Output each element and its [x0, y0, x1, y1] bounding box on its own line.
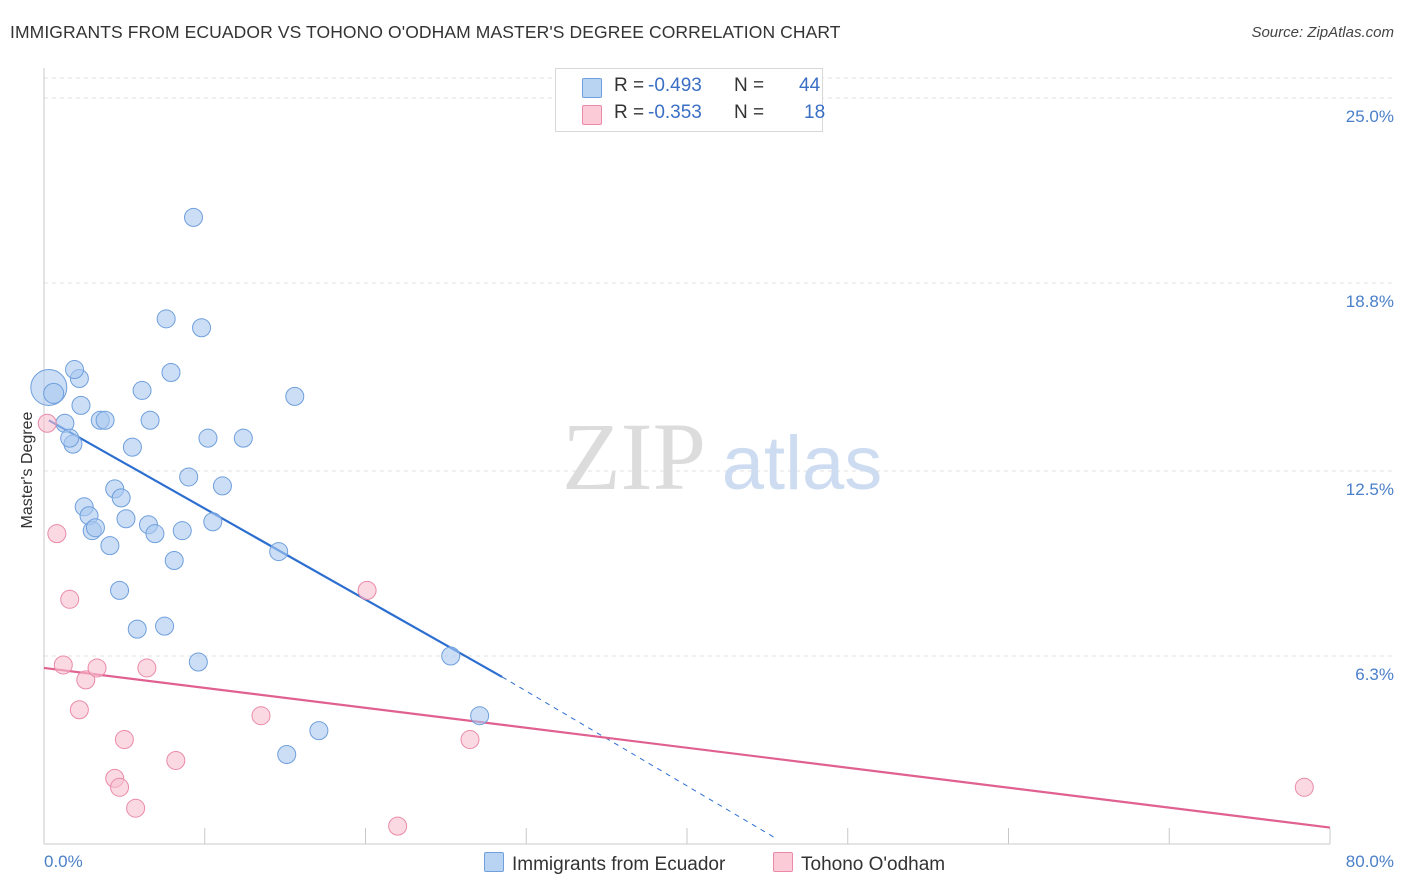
legend-n-value-tohono: 18 [804, 102, 826, 123]
data-point-s0-23 [140, 410, 160, 430]
data-point-s0-6 [71, 395, 91, 415]
data-point-s0-24 [145, 524, 165, 544]
data-point-s1-10 [126, 798, 146, 818]
data-point-s0-17 [116, 509, 136, 529]
data-point-s0-5 [60, 428, 80, 448]
data-point-s0-43 [470, 706, 490, 726]
data-point-s0-26 [156, 309, 176, 329]
data-point-s0-39 [285, 386, 305, 406]
data-point-s0-29 [172, 521, 192, 541]
data-point-s0-36 [212, 476, 232, 496]
legend-swatch-ecuador [582, 78, 602, 98]
data-point-s0-40 [277, 744, 297, 764]
data-point-s1-12 [166, 750, 186, 770]
axis-layer [43, 68, 1331, 845]
series-name-tohono: Tohono O'odham [801, 854, 946, 875]
data-point-s0-14 [100, 536, 120, 556]
data-point-s0-38 [269, 542, 289, 562]
data-point-s1-7 [114, 730, 134, 750]
data-point-s0-18 [110, 580, 130, 600]
x-tick-label-max: 80.0% [1345, 852, 1394, 871]
legend-r-value-tohono: -0.353 [648, 102, 702, 123]
series-swatch-tohono [773, 852, 793, 872]
data-point-s0-11 [85, 518, 105, 538]
data-point-s1-2 [53, 655, 73, 675]
data-point-s0-7 [65, 360, 85, 380]
legend-n-label: N = [734, 102, 765, 123]
data-point-s0-25 [155, 616, 175, 636]
data-point-s0-19 [122, 437, 142, 457]
data-point-s0-13 [95, 410, 115, 430]
data-point-s0-42 [441, 646, 461, 666]
series-name-ecuador: Immigrants from Ecuador [512, 854, 726, 875]
data-point-s1-3 [60, 589, 80, 609]
legend-r-value-ecuador: -0.493 [648, 75, 702, 96]
data-point-s1-6 [87, 658, 107, 678]
data-point-s0-33 [192, 318, 212, 338]
data-point-s1-16 [460, 730, 480, 750]
trend-line-1 [43, 666, 1331, 829]
data-point-s0-1 [43, 382, 65, 404]
watermark-zip: ZIP [562, 403, 706, 510]
y-tick-label-1: 18.8% [1345, 292, 1394, 311]
data-point-s0-32 [188, 652, 208, 672]
y-tick-label-0: 25.0% [1345, 107, 1394, 126]
data-point-s0-37 [233, 428, 253, 448]
data-point-s0-16 [111, 488, 131, 508]
data-point-s1-17 [1294, 777, 1314, 797]
watermark-atlas: atlas [722, 421, 883, 506]
watermark: ZIP atlas [562, 403, 882, 510]
series-swatch-ecuador [484, 852, 504, 872]
data-point-s0-31 [183, 207, 203, 227]
data-point-s1-4 [69, 700, 89, 720]
data-point-s0-35 [203, 512, 223, 532]
grid-layer [44, 77, 1392, 657]
data-point-s0-28 [164, 551, 184, 571]
data-point-s1-14 [357, 580, 377, 600]
data-point-s1-1 [47, 524, 67, 544]
data-point-s0-34 [198, 428, 218, 448]
legend-n-label: N = [734, 75, 765, 96]
y-tick-label-2: 12.5% [1345, 480, 1394, 499]
data-point-s0-20 [127, 619, 147, 639]
data-point-s0-21 [132, 380, 152, 400]
data-point-s1-9 [110, 777, 130, 797]
data-point-s0-30 [179, 467, 199, 487]
data-point-s1-0 [37, 413, 57, 433]
data-point-s1-5 [76, 670, 96, 690]
series-legend-ecuador: Immigrants from Ecuador [484, 852, 725, 876]
data-point-s1-11 [137, 658, 157, 678]
x-tick-label-min: 0.0% [44, 852, 83, 871]
legend-swatch-tohono [582, 105, 602, 125]
chart-source: Source: ZipAtlas.com [1251, 24, 1394, 41]
data-point-s1-15 [388, 816, 408, 836]
y-tick-label-3: 6.3% [1355, 665, 1394, 684]
trend-line-extension-0 [501, 676, 776, 839]
legend-n-value-ecuador: 44 [799, 75, 821, 96]
chart-title: IMMIGRANTS FROM ECUADOR VS TOHONO O'ODHA… [10, 22, 841, 42]
points-layer [30, 207, 1314, 836]
legend-r-label: R = [614, 102, 645, 123]
correlation-legend: R = -0.493 N = 44 R = -0.353 N = 18 [555, 68, 826, 132]
legend-r-label: R = [614, 75, 645, 96]
data-point-s0-41 [309, 721, 329, 741]
data-point-s1-13 [251, 706, 271, 726]
series-legend-tohono: Tohono O'odham [773, 852, 945, 876]
data-point-s0-27 [161, 363, 181, 383]
